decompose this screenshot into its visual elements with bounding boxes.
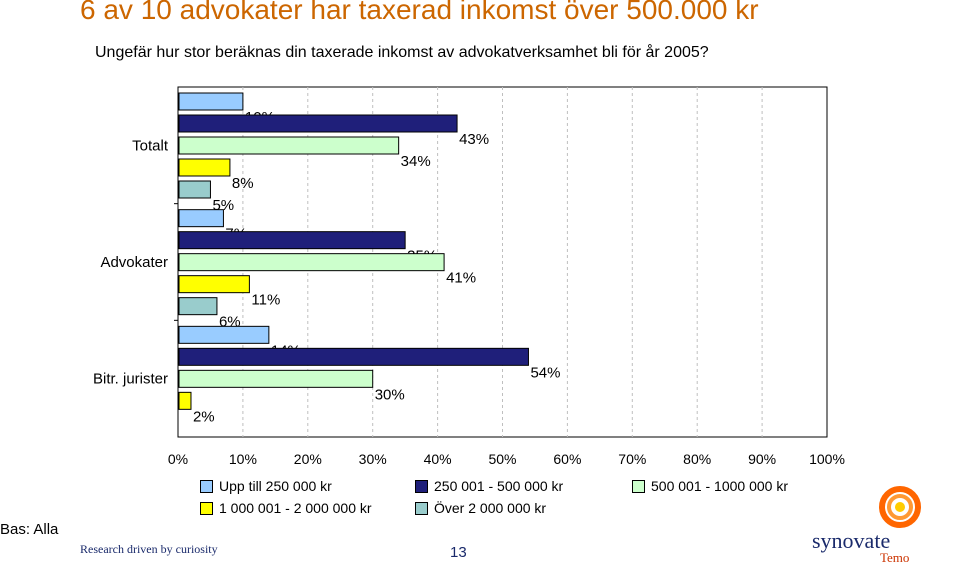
data-label: 30% [375, 386, 405, 403]
x-tick-label: 50% [488, 451, 516, 467]
tagline: Research driven by curiosity [80, 542, 218, 556]
data-label: 8% [232, 175, 254, 192]
bar [178, 297, 218, 316]
x-tick-label: 100% [809, 451, 845, 467]
legend-label-3: 500 001 - 1000 000 kr [651, 478, 788, 494]
legend-item-2: 250 001 - 500 000 kr [415, 478, 563, 494]
x-tick-label: 0% [168, 451, 188, 467]
data-label: 43% [459, 131, 489, 148]
data-label: 2% [193, 408, 215, 425]
legend-label-4: 1 000 001 - 2 000 000 kr [219, 500, 372, 516]
x-tick-label: 60% [553, 451, 581, 467]
bar [178, 158, 231, 177]
bar [178, 92, 244, 111]
legend-item-5: Över 2 000 000 kr [415, 500, 546, 516]
legend-swatch-2 [415, 479, 428, 493]
sub-brand-name: Temo [880, 550, 910, 565]
category-label: Bitr. jurister [93, 371, 168, 388]
legend-label-1: Upp till 250 000 kr [219, 478, 332, 494]
data-label: 41% [446, 270, 476, 287]
legend-item-3: 500 001 - 1000 000 kr [632, 478, 788, 494]
data-label: 34% [401, 153, 431, 170]
x-tick-label: 10% [229, 451, 257, 467]
data-label: 54% [530, 364, 560, 381]
bar [178, 114, 458, 133]
legend-label-5: Över 2 000 000 kr [434, 500, 547, 516]
bar [178, 391, 192, 410]
bar [178, 275, 250, 294]
base-note: Bas: Alla [0, 521, 59, 538]
bar [178, 347, 529, 366]
legend-swatch-3 [632, 479, 645, 493]
legend-swatch-5 [415, 501, 428, 515]
x-tick-label: 20% [294, 451, 322, 467]
data-label: 11% [251, 292, 280, 309]
bar [178, 136, 400, 155]
bar [178, 231, 406, 250]
x-tick-label: 80% [683, 451, 711, 467]
page-title: 6 av 10 advokater har taxerad inkomst öv… [80, 0, 759, 25]
x-tick-label: 40% [424, 451, 452, 467]
category-label: Totalt [132, 137, 169, 154]
brand-name: synovate [812, 528, 891, 553]
legend-swatch-4 [200, 501, 213, 515]
bar-chart: Totalt10%43%34%8%5%Advokater7%35%41%11%6… [93, 86, 845, 467]
category-label: Advokater [100, 254, 168, 271]
question-subtitle: Ungefär hur stor beräknas din taxerade i… [95, 44, 709, 61]
legend-label-2: 250 001 - 500 000 kr [434, 478, 564, 494]
x-tick-label: 70% [618, 451, 646, 467]
x-tick-label: 90% [748, 451, 776, 467]
x-tick-label: 30% [359, 451, 387, 467]
legend-item-4: 1 000 001 - 2 000 000 kr [200, 500, 372, 516]
page-number: 13 [450, 544, 467, 561]
bar [178, 369, 374, 388]
bar [178, 180, 211, 199]
bar [178, 325, 270, 344]
legend-item-1: Upp till 250 000 kr [200, 478, 332, 494]
synovate-logo-icon [879, 486, 921, 528]
bar [178, 209, 224, 228]
legend-swatch-1 [200, 479, 213, 493]
bar [178, 253, 445, 272]
